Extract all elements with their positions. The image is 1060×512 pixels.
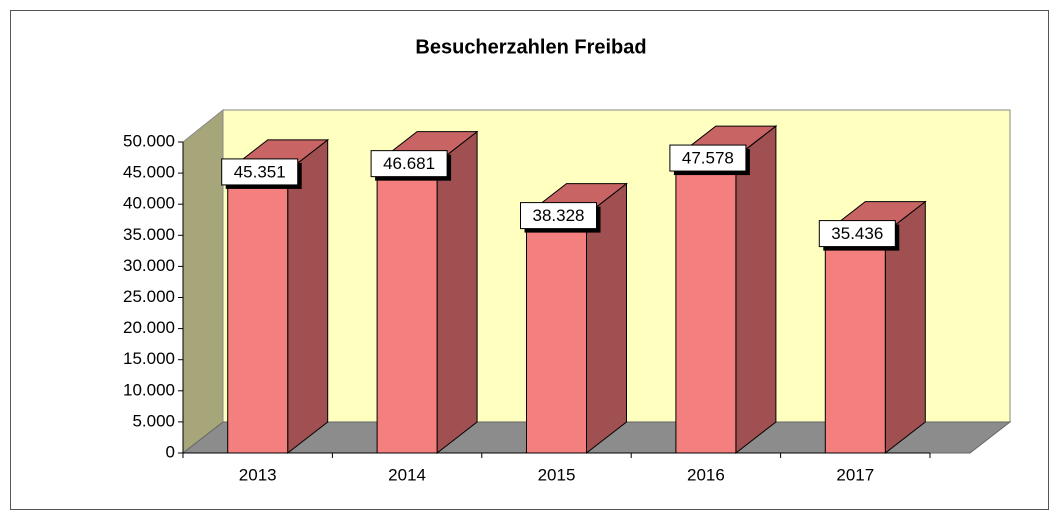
- data-label-box: [818, 220, 896, 248]
- y-tick-label: 30.000: [123, 256, 175, 275]
- bar-side: [735, 125, 777, 455]
- data-label: 38.328: [533, 206, 585, 225]
- x-tick-label: 2016: [687, 465, 725, 484]
- side-wall: [182, 108, 224, 455]
- y-tick-label: 50.000: [123, 131, 175, 150]
- data-label-box: [221, 158, 299, 186]
- bar: [227, 170, 289, 454]
- x-tick-label: 2017: [836, 465, 874, 484]
- y-tick-label: 15.000: [123, 349, 175, 368]
- y-tick-label: 45.000: [123, 163, 175, 182]
- y-tick-label: 5.000: [132, 411, 175, 430]
- y-tick-label: 35.000: [123, 225, 175, 244]
- y-tick-label: 40.000: [123, 194, 175, 213]
- y-tick-label: 0: [166, 442, 175, 461]
- data-label: 46.681: [383, 154, 435, 173]
- data-label-box: [370, 150, 448, 178]
- x-tick-label: 2015: [538, 465, 576, 484]
- bar: [376, 162, 438, 454]
- data-label: 35.436: [831, 224, 883, 243]
- x-tick-label: 2013: [239, 465, 277, 484]
- data-label: 45.351: [234, 162, 286, 181]
- bar: [526, 214, 587, 454]
- bar: [824, 232, 886, 454]
- y-tick-label: 20.000: [123, 318, 175, 337]
- y-tick-label: 25.000: [123, 287, 175, 306]
- x-tick-label: 2014: [388, 465, 426, 484]
- data-label: 47.578: [682, 149, 734, 168]
- chart-title: Besucherzahlen Freibad: [415, 36, 646, 58]
- data-label-box: [520, 202, 597, 230]
- y-tick-label: 10.000: [123, 380, 175, 399]
- bar: [675, 156, 737, 454]
- data-label-box: [669, 144, 747, 172]
